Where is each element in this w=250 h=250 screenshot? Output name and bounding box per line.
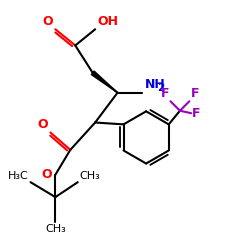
Text: O: O: [41, 168, 52, 181]
Text: NH: NH: [144, 78, 165, 91]
Polygon shape: [91, 71, 118, 93]
Text: O: O: [42, 15, 53, 28]
Text: OH: OH: [97, 15, 118, 28]
Text: H₃C: H₃C: [8, 171, 28, 181]
Text: 2: 2: [157, 83, 164, 93]
Text: F: F: [161, 87, 169, 100]
Text: F: F: [192, 107, 201, 120]
Text: F: F: [190, 87, 199, 100]
Text: CH₃: CH₃: [80, 171, 100, 181]
Text: O: O: [37, 118, 48, 131]
Text: CH₃: CH₃: [45, 224, 66, 234]
